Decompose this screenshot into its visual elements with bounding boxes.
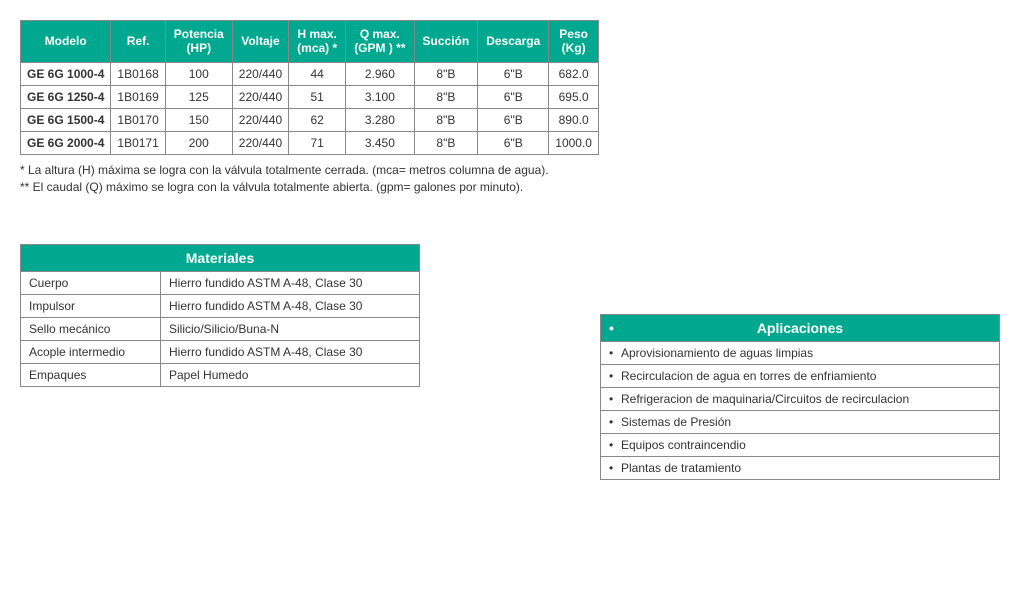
cell-voltaje: 220/440 xyxy=(232,85,288,108)
list-item: Aprovisionamiento de aguas limpias xyxy=(601,341,1000,364)
application-item: Equipos contraincendio xyxy=(601,433,1000,456)
cell-potencia: 125 xyxy=(165,85,232,108)
footnote-q: ** El caudal (Q) máximo se logra con la … xyxy=(20,180,1004,194)
cell-peso: 682.0 xyxy=(549,62,599,85)
material-value: Hierro fundido ASTM A-48, Clase 30 xyxy=(161,294,420,317)
cell-ref: 1B0170 xyxy=(111,108,165,131)
applications-table: Aplicaciones Aprovisionamiento de aguas … xyxy=(600,314,1000,480)
cell-descarga: 6"B xyxy=(478,85,549,108)
cell-potencia: 150 xyxy=(165,108,232,131)
col-hmax: H max.(mca) * xyxy=(289,21,346,63)
cell-qmax: 3.450 xyxy=(346,131,414,154)
material-label: Acople intermedio xyxy=(21,340,161,363)
cell-modelo: GE 6G 2000-4 xyxy=(21,131,111,154)
specs-header-row: Modelo Ref. Potencia(HP) Voltaje H max.(… xyxy=(21,21,599,63)
cell-potencia: 100 xyxy=(165,62,232,85)
table-row: Sello mecánico Silicio/Silicio/Buna-N xyxy=(21,317,420,340)
cell-voltaje: 220/440 xyxy=(232,108,288,131)
cell-descarga: 6"B xyxy=(478,108,549,131)
bottom-section: Materiales Cuerpo Hierro fundido ASTM A-… xyxy=(20,244,1004,480)
list-item: Refrigeracion de maquinaria/Circuitos de… xyxy=(601,387,1000,410)
cell-potencia: 200 xyxy=(165,131,232,154)
col-qmax: Q max.(GPM ) ** xyxy=(346,21,414,63)
table-row: Cuerpo Hierro fundido ASTM A-48, Clase 3… xyxy=(21,271,420,294)
applications-wrapper: Aplicaciones Aprovisionamiento de aguas … xyxy=(600,314,1000,480)
col-ref: Ref. xyxy=(111,21,165,63)
cell-descarga: 6"B xyxy=(478,62,549,85)
cell-peso: 695.0 xyxy=(549,85,599,108)
application-item: Sistemas de Presión xyxy=(601,410,1000,433)
cell-hmax: 71 xyxy=(289,131,346,154)
material-value: Hierro fundido ASTM A-48, Clase 30 xyxy=(161,271,420,294)
cell-voltaje: 220/440 xyxy=(232,62,288,85)
cell-succion: 8"B xyxy=(414,62,478,85)
list-item: Equipos contraincendio xyxy=(601,433,1000,456)
cell-succion: 8"B xyxy=(414,108,478,131)
list-item: Recirculacion de agua en torres de enfri… xyxy=(601,364,1000,387)
cell-hmax: 62 xyxy=(289,108,346,131)
cell-modelo: GE 6G 1000-4 xyxy=(21,62,111,85)
list-item: Sistemas de Presión xyxy=(601,410,1000,433)
table-row: Impulsor Hierro fundido ASTM A-48, Clase… xyxy=(21,294,420,317)
specs-table: Modelo Ref. Potencia(HP) Voltaje H max.(… xyxy=(20,20,599,155)
application-item: Aprovisionamiento de aguas limpias xyxy=(601,341,1000,364)
table-row: GE 6G 1500-4 1B0170 150 220/440 62 3.280… xyxy=(21,108,599,131)
table-row: Empaques Papel Humedo xyxy=(21,363,420,386)
application-item: Refrigeracion de maquinaria/Circuitos de… xyxy=(601,387,1000,410)
cell-succion: 8"B xyxy=(414,85,478,108)
table-row: Acople intermedio Hierro fundido ASTM A-… xyxy=(21,340,420,363)
footnote-h: * La altura (H) máxima se logra con la v… xyxy=(20,163,1004,177)
cell-ref: 1B0169 xyxy=(111,85,165,108)
cell-qmax: 3.100 xyxy=(346,85,414,108)
cell-peso: 1000.0 xyxy=(549,131,599,154)
cell-hmax: 51 xyxy=(289,85,346,108)
material-value: Hierro fundido ASTM A-48, Clase 30 xyxy=(161,340,420,363)
col-potencia: Potencia(HP) xyxy=(165,21,232,63)
cell-modelo: GE 6G 1250-4 xyxy=(21,85,111,108)
cell-modelo: GE 6G 1500-4 xyxy=(21,108,111,131)
cell-succion: 8"B xyxy=(414,131,478,154)
application-item: Recirculacion de agua en torres de enfri… xyxy=(601,364,1000,387)
col-succion: Succión xyxy=(414,21,478,63)
table-row: GE 6G 1000-4 1B0168 100 220/440 44 2.960… xyxy=(21,62,599,85)
cell-voltaje: 220/440 xyxy=(232,131,288,154)
material-value: Silicio/Silicio/Buna-N xyxy=(161,317,420,340)
specs-body: GE 6G 1000-4 1B0168 100 220/440 44 2.960… xyxy=(21,62,599,154)
col-modelo: Modelo xyxy=(21,21,111,63)
table-row: GE 6G 2000-4 1B0171 200 220/440 71 3.450… xyxy=(21,131,599,154)
material-label: Cuerpo xyxy=(21,271,161,294)
table-row: GE 6G 1250-4 1B0169 125 220/440 51 3.100… xyxy=(21,85,599,108)
material-label: Impulsor xyxy=(21,294,161,317)
col-peso: Peso(Kg) xyxy=(549,21,599,63)
cell-descarga: 6"B xyxy=(478,131,549,154)
cell-qmax: 2.960 xyxy=(346,62,414,85)
cell-ref: 1B0168 xyxy=(111,62,165,85)
cell-qmax: 3.280 xyxy=(346,108,414,131)
cell-ref: 1B0171 xyxy=(111,131,165,154)
col-descarga: Descarga xyxy=(478,21,549,63)
cell-peso: 890.0 xyxy=(549,108,599,131)
material-label: Empaques xyxy=(21,363,161,386)
material-value: Papel Humedo xyxy=(161,363,420,386)
material-label: Sello mecánico xyxy=(21,317,161,340)
list-item: Plantas de tratamiento xyxy=(601,456,1000,479)
applications-title: Aplicaciones xyxy=(601,314,1000,341)
application-item: Plantas de tratamiento xyxy=(601,456,1000,479)
footnotes: * La altura (H) máxima se logra con la v… xyxy=(20,163,1004,194)
materials-title: Materiales xyxy=(21,244,420,271)
materials-table: Materiales Cuerpo Hierro fundido ASTM A-… xyxy=(20,244,420,387)
cell-hmax: 44 xyxy=(289,62,346,85)
col-voltaje: Voltaje xyxy=(232,21,288,63)
